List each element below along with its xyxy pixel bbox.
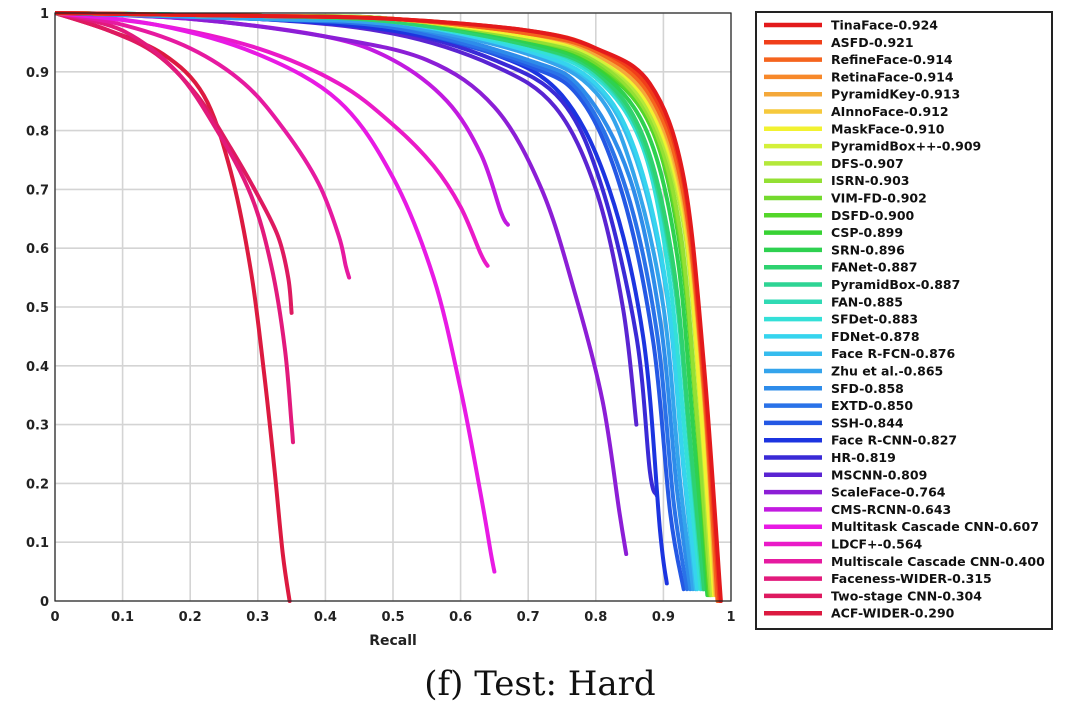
x-tick-label: 1 — [726, 610, 735, 625]
legend-label: RefineFace-0.914 — [831, 52, 953, 67]
legend-label: PyramidKey-0.913 — [831, 87, 960, 102]
legend-label: HR-0.819 — [831, 450, 896, 465]
series-curve — [55, 11, 629, 556]
legend-label: Two-stage CNN-0.304 — [831, 588, 982, 603]
series-curve — [55, 11, 723, 603]
legend-label: TinaFace-0.924 — [831, 18, 938, 33]
x-axis-ticks: 0 0.1 0.2 0.3 0.4 0.5 0.6 0.7 0.8 0.9 1 — [50, 610, 735, 625]
legend-label: Face R-CNN-0.827 — [831, 433, 957, 448]
legend-label: DSFD-0.900 — [831, 208, 915, 223]
legend-label: ACF-WIDER-0.290 — [831, 606, 955, 621]
plot-frame — [54, 12, 732, 602]
legend-label: SSH-0.844 — [831, 415, 904, 430]
legend-label: CSP-0.899 — [831, 225, 903, 240]
legend-label: RetinaFace-0.914 — [831, 69, 954, 84]
legend-label: CMS-RCNN-0.643 — [831, 502, 951, 517]
y-tick-label: 1 — [40, 7, 49, 22]
legend-label: Zhu et al.-0.865 — [831, 364, 943, 379]
legend-label: ScaleFace-0.764 — [831, 485, 946, 500]
y-tick-label: 0.8 — [26, 125, 49, 140]
x-tick-label: 0.3 — [246, 610, 269, 625]
x-tick-label: 0 — [50, 610, 59, 625]
legend-label: PyramidBox-0.887 — [831, 277, 960, 292]
y-tick-label: 0 — [40, 595, 49, 610]
x-tick-label: 0.6 — [449, 610, 472, 625]
legend-label: ISRN-0.903 — [831, 173, 909, 188]
legend-label: Multiscale Cascade CNN-0.400 — [831, 554, 1045, 569]
y-tick-label: 0.1 — [26, 536, 49, 551]
legend-label: DFS-0.907 — [831, 156, 904, 171]
legend: TinaFace-0.924 ASFD-0.921 RefineFace-0.914… — [755, 11, 1053, 630]
y-tick-label: 0.5 — [26, 301, 49, 316]
legend-label: AInnoFace-0.912 — [831, 104, 949, 119]
series-curve — [55, 11, 294, 315]
legend-label: VIM-FD-0.902 — [831, 191, 927, 206]
legend-label: MSCNN-0.809 — [831, 467, 927, 482]
y-tick-label: 0.3 — [26, 419, 49, 434]
legend-label: Face R-FCN-0.876 — [831, 346, 955, 361]
legend-label: FANet-0.887 — [831, 260, 917, 275]
legend-label: EXTD-0.850 — [831, 398, 913, 413]
y-tick-label: 0.7 — [26, 183, 49, 198]
x-tick-label: 0.2 — [179, 610, 202, 625]
legend-label: Faceness-WIDER-0.315 — [831, 571, 992, 586]
legend-label: FDNet-0.878 — [831, 329, 920, 344]
legend-label: LDCF+-0.564 — [831, 537, 923, 552]
legend-label: FAN-0.885 — [831, 294, 903, 309]
x-tick-label: 0.9 — [652, 610, 675, 625]
legend-label: SRN-0.896 — [831, 242, 905, 257]
y-tick-label: 0.9 — [26, 66, 49, 81]
legend-label: PyramidBox++-0.909 — [831, 139, 981, 154]
legend-label: MaskFace-0.910 — [831, 121, 945, 136]
series-curve — [55, 11, 295, 445]
y-tick-label: 0.6 — [26, 242, 49, 257]
pr-curve-chart: 0 0.1 0.2 0.3 0.4 0.5 0.6 0.7 0.8 0.9 1 0 0.1 0.2 0.3… — [26, 7, 1053, 649]
legend-label: SFD-0.858 — [831, 381, 904, 396]
y-tick-label: 0.4 — [26, 360, 49, 375]
x-tick-label: 0.5 — [381, 610, 404, 625]
x-tick-label: 0.7 — [517, 610, 540, 625]
y-tick-label: 0.2 — [26, 477, 49, 492]
series-curve — [55, 11, 352, 280]
curves — [55, 11, 723, 603]
y-axis-ticks: 0 0.1 0.2 0.3 0.4 0.5 0.6 0.7 0.8 0.9 1 — [26, 7, 49, 610]
figure-caption: (f) Test: Hard — [424, 664, 656, 704]
x-tick-label: 0.4 — [314, 610, 337, 625]
x-tick-label: 0.1 — [111, 610, 134, 625]
legend-label: ASFD-0.921 — [831, 35, 914, 50]
legend-label: SFDet-0.883 — [831, 312, 918, 327]
series-curve — [55, 11, 696, 592]
x-axis-label: Recall — [369, 633, 417, 649]
series-curve — [55, 11, 497, 574]
legend-label: Multitask Cascade CNN-0.607 — [831, 519, 1039, 534]
x-tick-label: 0.8 — [584, 610, 607, 625]
